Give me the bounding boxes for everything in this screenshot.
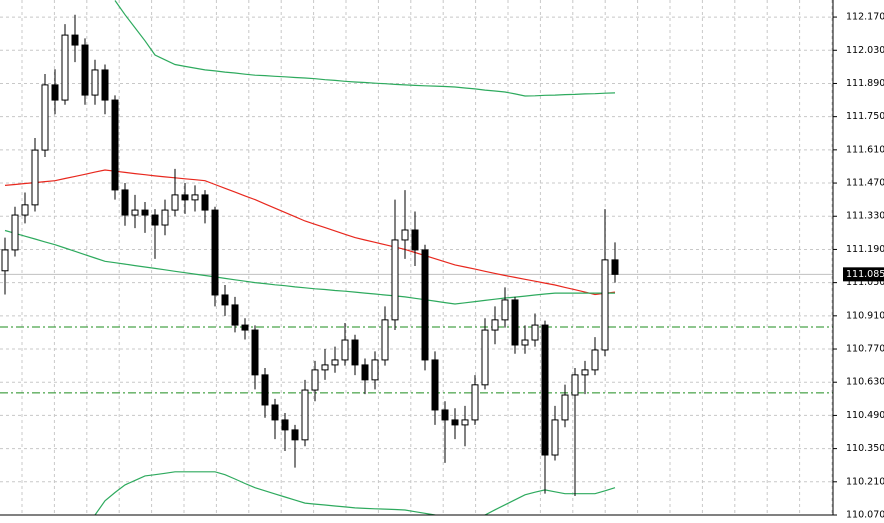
candle-body [611, 259, 619, 275]
candle-body [591, 349, 599, 371]
y-tick-label: 110.490 [846, 410, 884, 421]
candle-body [201, 194, 209, 211]
candle-body [211, 209, 219, 296]
y-tick-label: 112.030 [846, 45, 884, 56]
candle-body [51, 84, 59, 101]
candle-body [381, 319, 389, 361]
y-tick-label: 110.210 [846, 476, 884, 487]
candle-body [241, 324, 249, 331]
indicator-line [94, 471, 616, 515]
candle-body [141, 209, 149, 216]
candle-body [1, 249, 9, 272]
y-tick-label: 111.050 [846, 277, 884, 288]
candle-body [351, 339, 359, 366]
candle-body [91, 69, 99, 96]
y-tick-label: 111.610 [846, 144, 884, 155]
candle-body [131, 209, 139, 216]
current-price-label: 111.085 [846, 269, 884, 280]
candle-body [581, 369, 589, 376]
candle-body [331, 359, 339, 366]
candle-body [391, 239, 399, 321]
candle-body [491, 319, 499, 331]
candle-body [551, 419, 559, 456]
y-tick-label: 110.770 [846, 344, 884, 355]
candle-body [191, 194, 199, 201]
candle-body [561, 394, 569, 421]
y-tick-label: 111.190 [846, 244, 884, 255]
plot-area [0, 0, 833, 515]
candle-body [481, 329, 489, 386]
y-tick-label: 112.170 [846, 12, 884, 23]
candle-body [301, 389, 309, 441]
candle-body [11, 214, 19, 251]
candle-body [571, 374, 579, 396]
candle-body [151, 214, 159, 226]
candle-body [171, 194, 179, 211]
candle-body [471, 384, 479, 421]
candle-body [421, 249, 429, 361]
y-tick-label: 111.470 [846, 178, 884, 189]
candle-body [291, 429, 299, 441]
candle-body [511, 299, 519, 346]
current-price-box [843, 267, 884, 282]
candle-body [341, 339, 349, 361]
candle-body [601, 259, 609, 351]
candle-body [81, 44, 89, 96]
candle-body [281, 419, 289, 431]
candle-body [161, 209, 169, 226]
candle-body [461, 419, 469, 426]
candle-body [521, 339, 529, 346]
candle-body [321, 364, 329, 371]
candle-body [541, 324, 549, 456]
price-axis: 112.170 112.030 111.890 111.750 111.610 111.4… [833, 12, 884, 521]
y-tick-label: 111.750 [846, 111, 884, 122]
candle-body [121, 189, 129, 216]
candle-body [451, 419, 459, 426]
candle-body [31, 149, 39, 206]
y-tick-label: 111.330 [846, 211, 884, 222]
candle-body [231, 304, 239, 326]
y-tick-label: 110.910 [846, 310, 884, 321]
candle-body [441, 409, 449, 421]
candle-body [41, 84, 49, 151]
candle-body [371, 359, 379, 381]
y-tick-label: 110.070 [846, 510, 884, 521]
candle-body [251, 329, 259, 376]
candle-body [401, 229, 409, 241]
y-tick-label: 110.630 [846, 377, 884, 388]
indicator-line [4, 229, 615, 305]
candle-body [531, 324, 539, 341]
candle-body [271, 404, 279, 421]
candle-body [61, 34, 69, 101]
candle-body [501, 299, 509, 321]
y-tick-label: 110.350 [846, 443, 884, 454]
candle-body [311, 369, 319, 391]
candle-body [111, 99, 119, 191]
indicator-line [4, 169, 616, 296]
y-tick-label: 111.890 [846, 78, 884, 89]
candle-body [361, 364, 369, 381]
candle-body [411, 229, 419, 251]
candle-body [101, 69, 109, 101]
candle-body [221, 294, 229, 306]
candle-body [181, 194, 189, 201]
candle-body [71, 34, 79, 46]
indicator-line [114, 0, 616, 97]
candle-body [261, 374, 269, 406]
candle-body [431, 359, 439, 411]
candle-body [21, 204, 29, 216]
